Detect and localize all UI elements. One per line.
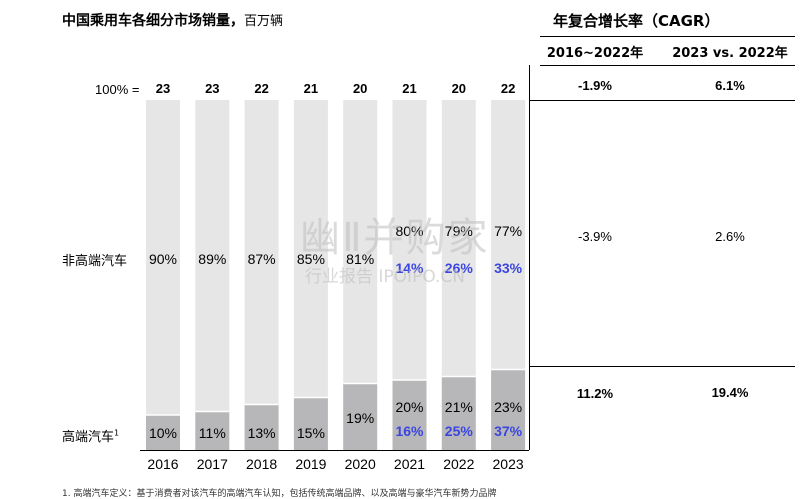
label-non-premium-2021: 80% <box>395 223 423 239</box>
label-premium-2017: 11% <box>199 425 226 441</box>
cagr-nonpremium-1: -3.9% <box>578 229 612 244</box>
label-premium-2018: 13% <box>248 425 276 441</box>
bar-premium-2019 <box>293 397 328 450</box>
bar-premium-2017 <box>195 411 230 450</box>
x-tick-label-2023: 2023 <box>493 456 524 472</box>
label-premium-2021: 20% <box>395 399 423 415</box>
bar-premium-2023 <box>491 369 526 450</box>
label-non-premium-2023: 77% <box>494 223 522 239</box>
bar-non-premium-2021 <box>392 100 427 380</box>
annotation-non-premium-2023: 33% <box>494 260 523 276</box>
cagr-divider <box>529 65 530 450</box>
bar-non-premium-2022 <box>441 100 476 377</box>
watermark-logo: 幽Ⅱ并购家 <box>300 215 490 261</box>
label-non-premium-2022: 79% <box>445 223 473 239</box>
label-non-premium-2016: 90% <box>149 251 177 267</box>
segment-label-premium-text: 高端汽车 <box>62 430 115 445</box>
bar-non-premium-2017 <box>195 100 230 412</box>
label-premium-2020: 19% <box>346 410 374 426</box>
total-label-2020: 20 <box>353 81 367 96</box>
x-tick-label-2019: 2019 <box>295 456 326 472</box>
bar-premium-2016 <box>146 415 180 450</box>
x-tick-label-2016: 2016 <box>147 456 178 472</box>
cagr-nonpremium-2: 2.6% <box>715 229 745 244</box>
bar-premium-2021 <box>392 380 427 450</box>
segment-label-premium-sup: 1 <box>114 428 120 438</box>
bar-premium-2022 <box>441 376 476 450</box>
chart-title-text: 中国乘用车各细分市场销量， <box>62 13 244 29</box>
bar-non-premium-2023 <box>491 100 526 370</box>
x-tick-label-2022: 2022 <box>443 456 474 472</box>
label-non-premium-2017: 89% <box>198 251 226 267</box>
cagr-total-1: -1.9% <box>578 78 612 93</box>
label-non-premium-2018: 87% <box>248 251 276 267</box>
total-prefix-label: 100% = <box>95 82 140 97</box>
cagr-header-rule-top <box>540 36 795 37</box>
total-label-2023: 22 <box>501 81 515 96</box>
label-non-premium-2019: 85% <box>297 251 325 267</box>
total-label-2016: 23 <box>156 81 170 96</box>
footnote: 1. 高端汽车定义：基于消费者对该汽车的高端汽车认知，包括传统高端品牌、以及高端… <box>62 489 497 499</box>
x-tick-label-2018: 2018 <box>246 456 277 472</box>
label-premium-2016: 10% <box>149 425 177 441</box>
bar-non-premium-2019 <box>293 100 328 398</box>
chart-title: 中国乘用车各细分市场销量，百万辆 <box>62 10 283 30</box>
x-tick-label-2020: 2020 <box>345 456 376 472</box>
watermark-text: 行业报告 IPOIPO.CN <box>305 267 465 287</box>
x-tick-label-2021: 2021 <box>394 456 425 472</box>
cagr-period-2: 2023 vs. 2022年 <box>672 46 788 61</box>
cagr-total-rule <box>530 100 795 101</box>
label-premium-2023: 23% <box>494 399 522 415</box>
total-label-2019: 21 <box>304 81 318 96</box>
label-premium-2022: 21% <box>445 399 473 415</box>
cagr-period-1: 2016~2022年 <box>546 46 644 61</box>
cagr-premium-1: 11.2% <box>576 386 614 401</box>
annotation-premium-2023: 37% <box>494 423 523 439</box>
cagr-premium-2: 19.4% <box>711 385 749 400</box>
segment-label-non-premium: 非高端汽车 <box>62 254 128 269</box>
label-non-premium-2020: 81% <box>346 251 374 267</box>
x-tick-label-2017: 2017 <box>197 456 228 472</box>
bar-non-premium-2020 <box>343 100 378 384</box>
total-label-2022: 20 <box>452 81 466 96</box>
annotation-premium-2022: 25% <box>445 423 474 439</box>
cagr-title: 年复合增长率（CAGR） <box>553 12 720 30</box>
annotation-premium-2021: 16% <box>395 423 424 439</box>
cagr-header-rule-bottom <box>540 65 795 66</box>
annotation-non-premium-2022: 26% <box>445 260 474 276</box>
total-label-2018: 22 <box>254 81 268 96</box>
total-label-2021: 21 <box>402 81 416 96</box>
annotation-non-premium-2021: 14% <box>395 260 424 276</box>
bar-non-premium-2016 <box>146 100 180 415</box>
chart-unit: 百万辆 <box>244 14 284 29</box>
bar-premium-2020 <box>343 383 378 450</box>
bar-premium-2018 <box>244 404 279 450</box>
cagr-total-2: 6.1% <box>715 78 745 93</box>
bar-non-premium-2018 <box>244 100 279 405</box>
cagr-segment-rule <box>530 366 795 367</box>
segment-label-premium: 高端汽车1 <box>62 426 119 445</box>
total-label-2017: 23 <box>205 81 219 96</box>
label-premium-2019: 15% <box>297 425 325 441</box>
